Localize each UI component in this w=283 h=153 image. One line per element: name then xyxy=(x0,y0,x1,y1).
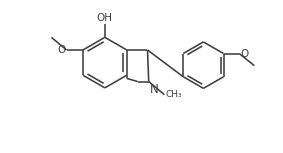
Text: O: O xyxy=(57,45,66,55)
Text: N: N xyxy=(150,83,158,96)
Text: CH₃: CH₃ xyxy=(165,90,182,99)
Text: OH: OH xyxy=(97,13,113,23)
Text: O: O xyxy=(240,49,248,58)
